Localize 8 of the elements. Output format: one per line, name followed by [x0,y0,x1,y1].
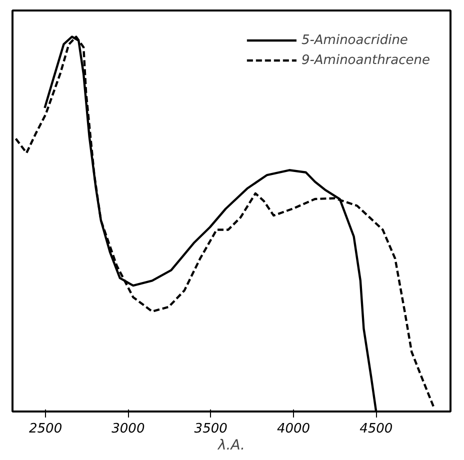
x-tick-label: 3500 [194,422,228,436]
x-tick-label: 4000 [276,422,310,436]
x-axis-title: λ.A. [216,438,246,454]
x-tick-label: 2500 [29,422,62,436]
legend-label: 9-Aminoanthracene [301,52,430,68]
legend-label: 5-Aminoacridine [301,32,408,48]
x-tick-label: 3000 [112,422,145,436]
x-tick-label: 4500 [360,422,393,436]
